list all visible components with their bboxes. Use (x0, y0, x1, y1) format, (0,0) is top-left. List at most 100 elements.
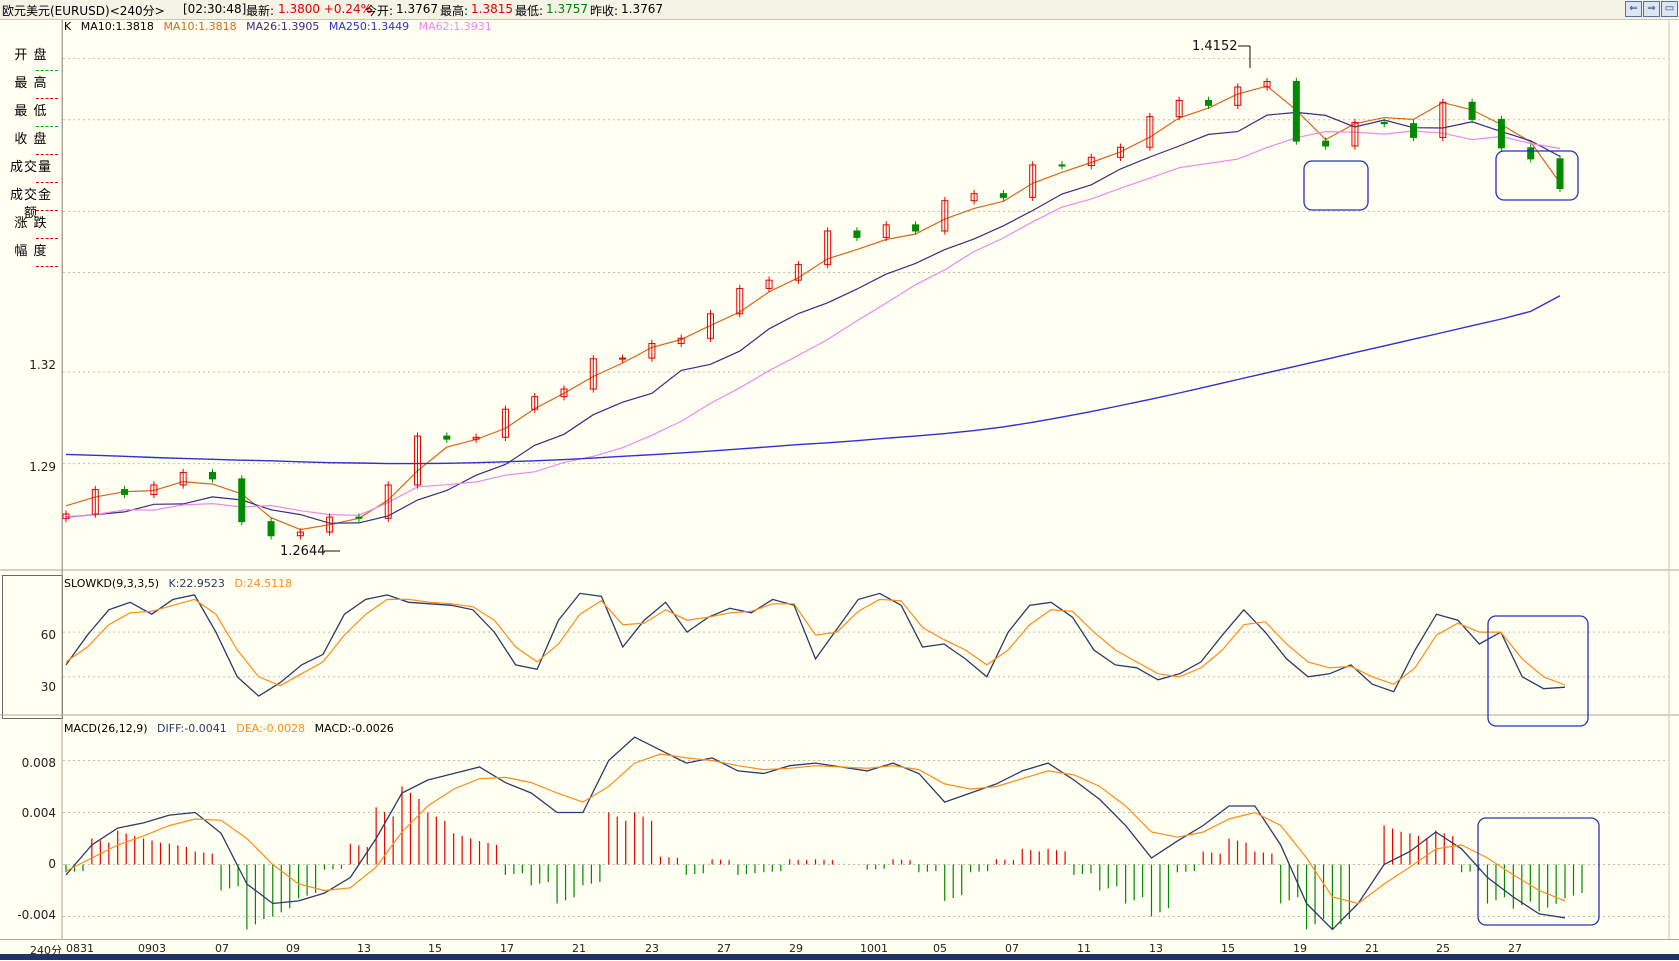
x-axis-label: 15 (428, 942, 442, 955)
candle-body (999, 193, 1007, 198)
kd-panel-header: SLOWKD(9,3,3,5) K:22.9523 D:24.5118 (64, 577, 298, 590)
candle-body (824, 230, 832, 266)
ma26-line (65, 111, 1561, 524)
open-value: 1.3767 (396, 2, 438, 16)
candle-body (443, 435, 451, 440)
macd-y-label: 0.004 (21, 806, 56, 820)
candle-body (560, 388, 568, 398)
kd-d-value: D:24.5118 (234, 577, 293, 590)
side-volume: 成交量 (4, 159, 58, 185)
candle-body (941, 200, 949, 232)
macd-diff-value: DIFF:-0.0041 (157, 722, 227, 735)
ma62-line (65, 130, 1561, 518)
latest-label: 最新: (246, 4, 275, 18)
status-bar (0, 954, 1679, 960)
ma250-line (65, 295, 1561, 465)
candle-body (648, 342, 656, 359)
open-label: 今开: (365, 4, 394, 18)
candle-body (706, 313, 714, 339)
nav-back-button[interactable]: ⇐ (1625, 1, 1642, 17)
kd-y-label: 60 (40, 628, 56, 642)
x-axis-label: 15 (1221, 942, 1235, 955)
side-change-label: 涨 跌 (14, 216, 48, 231)
period-label: 240分 (30, 944, 62, 957)
candle-body (326, 516, 334, 533)
candle-body (1556, 158, 1564, 189)
candle-body (765, 279, 773, 289)
x-axis-label: 21 (572, 942, 586, 955)
ma250-label: MA250:1.3449 (328, 20, 410, 33)
low-annotation: 1.2644 (280, 544, 326, 559)
side-open-label: 开 盘 (14, 48, 48, 63)
candle-body (179, 471, 187, 486)
candle-body (1439, 101, 1447, 138)
x-axis-label: 07 (1005, 942, 1019, 955)
candle-body (1234, 86, 1242, 106)
side-close: 收 盘 (4, 131, 58, 157)
nav-forward-button[interactable]: ⇒ (1643, 1, 1660, 17)
x-axis-label: 17 (500, 942, 514, 955)
highlight-box (1477, 817, 1600, 926)
macd-y-label: -0.004 (17, 908, 56, 922)
candle-body (970, 193, 978, 202)
title-bar: 欧元美元(EURUSD)<240分> [02:30:48] 最新: 1.3800… (0, 0, 1679, 20)
low-value: 1.3757 (546, 2, 588, 16)
candle-body (62, 513, 70, 520)
x-axis-label: 13 (1149, 942, 1163, 955)
candle-body (414, 435, 422, 486)
x-axis-label: 27 (1508, 942, 1522, 955)
symbol-title: 欧元美元(EURUSD)<240分> (2, 4, 165, 18)
prev-close-value: 1.3767 (621, 2, 663, 16)
ma62-label: MA62:1.3931 (418, 20, 492, 33)
candle-body (589, 358, 597, 390)
window-button[interactable]: ▭ (1661, 1, 1678, 17)
side-low-label: 最 低 (14, 104, 48, 119)
side-change-pct: 幅 度 (4, 243, 58, 269)
kd-k-value: K:22.9523 (168, 577, 225, 590)
x-axis-label: 1001 (860, 942, 888, 955)
macd-panel-header: MACD(26,12,9) DIFF:-0.0041 DEA:-0.0028 M… (64, 722, 400, 735)
candle-body (531, 396, 539, 410)
x-axis-label: 27 (717, 942, 731, 955)
x-axis-label: 13 (357, 942, 371, 955)
x-axis-label: 21 (1365, 942, 1379, 955)
candle-body (384, 484, 392, 519)
prev-close-label: 昨收: (590, 4, 619, 18)
candle-body (1146, 116, 1154, 148)
x-axis-label: 0831 (66, 942, 94, 955)
candle-body (1380, 121, 1388, 125)
side-change: 涨 跌 (4, 215, 58, 241)
candle-body (1117, 146, 1125, 158)
candle-body (91, 489, 99, 515)
k-label: K (64, 20, 72, 33)
candle-body (882, 224, 890, 238)
x-axis-label: 0903 (138, 942, 166, 955)
candle-body (736, 287, 744, 315)
candle-body (1527, 147, 1535, 160)
high-label: 最高: (440, 4, 469, 18)
candle-body (150, 484, 158, 495)
candle-body (794, 264, 802, 281)
x-axis-label: 19 (1293, 942, 1307, 955)
side-high: 最 高 (4, 75, 58, 101)
side-change-pct-label: 幅 度 (14, 244, 48, 259)
candle-body (355, 516, 363, 519)
candle-body (1351, 121, 1359, 147)
macd-diff-line (65, 736, 1566, 931)
candle-body (1263, 80, 1271, 88)
ma26-label: MA26:1.3905 (246, 20, 320, 33)
ma10-label: MA10:1.3818 (80, 20, 154, 33)
kd-y-label: 30 (40, 680, 56, 694)
candle-body (121, 489, 129, 495)
x-axis-label: 29 (789, 942, 803, 955)
macd-name: MACD(26,12,9) (64, 722, 148, 735)
candle-body (1292, 80, 1300, 142)
candle-body (238, 478, 246, 523)
highlight-box (1303, 160, 1369, 211)
candle-body (267, 521, 275, 537)
x-axis-label: 23 (645, 942, 659, 955)
side-low: 最 低 (4, 103, 58, 129)
candle-body (912, 224, 920, 232)
candle-body (619, 357, 627, 360)
